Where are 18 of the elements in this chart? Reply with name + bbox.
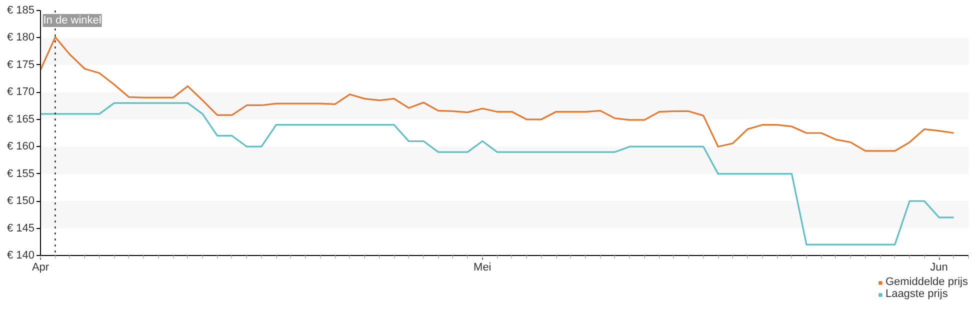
- legend-label: Gemiddelde prijs: [885, 276, 968, 288]
- y-tick-label: € 185: [6, 4, 35, 16]
- y-tick-label: € 140: [6, 250, 35, 262]
- y-tick-label: € 155: [6, 168, 35, 180]
- y-tick-label: € 160: [6, 140, 35, 153]
- y-tick-label: € 165: [6, 113, 35, 126]
- x-tick-label: Apr: [32, 262, 50, 274]
- y-tick-label: € 150: [6, 195, 35, 208]
- x-tick-label: Mei: [474, 262, 492, 274]
- y-tick-label: € 145: [6, 222, 35, 234]
- x-tick-label: Jun: [930, 262, 948, 274]
- ref-line-label: In de winkel: [43, 14, 102, 26]
- y-tick-label: € 170: [6, 86, 35, 98]
- line-series: [40, 36, 955, 152]
- legend-label: Laagste prijs: [885, 288, 948, 300]
- line-series: [40, 102, 955, 246]
- y-tick-label: € 180: [6, 32, 35, 44]
- y-tick-label: € 175: [6, 58, 35, 71]
